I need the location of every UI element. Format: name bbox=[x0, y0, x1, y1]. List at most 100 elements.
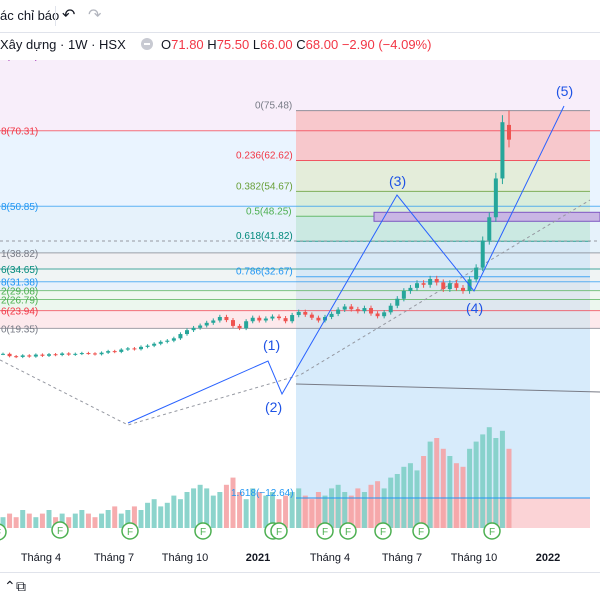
candle[interactable] bbox=[474, 264, 479, 283]
event-marker[interactable]: F bbox=[483, 522, 501, 540]
candle[interactable] bbox=[441, 279, 446, 292]
symbol-name[interactable]: Xây dựng · 1W · HSX bbox=[0, 37, 126, 52]
elliott-wave-path[interactable] bbox=[127, 105, 565, 424]
candle[interactable] bbox=[250, 315, 255, 324]
redo-icon[interactable]: ↷ bbox=[88, 7, 102, 24]
candle[interactable] bbox=[1, 352, 5, 356]
candle[interactable] bbox=[47, 352, 51, 357]
candle[interactable] bbox=[507, 110, 511, 148]
candle[interactable] bbox=[33, 353, 38, 358]
candle[interactable] bbox=[244, 319, 249, 331]
candle[interactable] bbox=[165, 339, 170, 344]
candle[interactable] bbox=[461, 284, 465, 294]
candle[interactable] bbox=[480, 236, 485, 272]
candle[interactable] bbox=[369, 305, 373, 316]
candle[interactable] bbox=[487, 212, 492, 245]
candle[interactable] bbox=[447, 280, 452, 292]
candle[interactable] bbox=[14, 354, 19, 359]
candle[interactable] bbox=[408, 284, 413, 294]
candle[interactable] bbox=[395, 296, 400, 309]
candle[interactable] bbox=[178, 332, 183, 340]
candle[interactable] bbox=[27, 354, 32, 358]
candle[interactable] bbox=[204, 320, 209, 328]
event-marker[interactable]: F bbox=[121, 522, 139, 540]
event-marker[interactable]: F bbox=[270, 522, 288, 540]
candle[interactable] bbox=[224, 314, 229, 323]
candle[interactable] bbox=[99, 351, 104, 356]
candle[interactable] bbox=[454, 280, 459, 291]
candle[interactable] bbox=[388, 303, 393, 315]
event-marker[interactable]: F bbox=[412, 522, 430, 540]
candle[interactable] bbox=[158, 340, 163, 346]
candle[interactable] bbox=[112, 349, 117, 354]
event-marker[interactable]: F bbox=[51, 521, 69, 539]
candle[interactable] bbox=[434, 275, 439, 286]
candle[interactable] bbox=[106, 349, 111, 354]
candle[interactable] bbox=[231, 317, 235, 328]
candle[interactable] bbox=[145, 344, 150, 349]
candle[interactable] bbox=[257, 315, 262, 323]
candle[interactable] bbox=[60, 352, 65, 357]
candle[interactable] bbox=[290, 312, 295, 324]
event-marker[interactable]: F bbox=[0, 523, 7, 541]
candle[interactable] bbox=[401, 288, 406, 302]
candle[interactable] bbox=[79, 351, 84, 356]
candle[interactable] bbox=[375, 311, 380, 319]
event-marker[interactable]: F bbox=[339, 522, 357, 540]
candle[interactable] bbox=[270, 314, 275, 321]
candle[interactable] bbox=[283, 316, 288, 324]
candle[interactable] bbox=[336, 307, 341, 317]
candle[interactable] bbox=[303, 309, 308, 317]
candle[interactable] bbox=[296, 309, 301, 318]
event-marker[interactable]: F bbox=[374, 522, 392, 540]
candle[interactable] bbox=[415, 280, 419, 291]
candle[interactable] bbox=[309, 312, 314, 320]
candle[interactable] bbox=[421, 280, 426, 288]
candle[interactable] bbox=[86, 351, 91, 355]
candle[interactable] bbox=[139, 345, 143, 351]
candle[interactable] bbox=[211, 318, 216, 325]
candle[interactable] bbox=[237, 323, 242, 331]
candle[interactable] bbox=[66, 352, 71, 356]
candle[interactable] bbox=[93, 352, 97, 356]
candle[interactable] bbox=[329, 311, 334, 320]
candle[interactable] bbox=[53, 352, 58, 357]
candle[interactable] bbox=[125, 347, 130, 351]
candle[interactable] bbox=[342, 304, 347, 312]
calendar-icon[interactable]: ⧉ bbox=[16, 578, 26, 594]
candle[interactable] bbox=[7, 352, 12, 358]
candle[interactable] bbox=[362, 305, 367, 314]
candle[interactable] bbox=[152, 342, 157, 348]
candle[interactable] bbox=[198, 323, 203, 330]
candle[interactable] bbox=[191, 325, 196, 333]
price-range-box[interactable] bbox=[373, 211, 600, 222]
volume-bar bbox=[197, 484, 203, 528]
candle[interactable] bbox=[493, 172, 498, 222]
candle[interactable] bbox=[263, 316, 268, 323]
candle[interactable] bbox=[349, 304, 354, 312]
candle[interactable] bbox=[73, 352, 78, 356]
candle[interactable] bbox=[277, 314, 281, 321]
event-marker[interactable]: F bbox=[316, 522, 334, 540]
candle[interactable] bbox=[428, 275, 433, 288]
candle[interactable] bbox=[40, 353, 45, 357]
candle[interactable] bbox=[132, 347, 137, 351]
candle[interactable] bbox=[20, 354, 25, 359]
candle[interactable] bbox=[382, 310, 387, 319]
candle[interactable] bbox=[217, 314, 222, 323]
undo-icon[interactable]: ↶ bbox=[62, 7, 76, 24]
indicators-button[interactable]: ác chỉ báo bbox=[0, 8, 60, 23]
candle-body bbox=[20, 355, 25, 357]
candle-body bbox=[86, 353, 91, 355]
candle[interactable] bbox=[119, 348, 124, 354]
candle[interactable] bbox=[500, 115, 505, 185]
candle[interactable] bbox=[171, 336, 176, 343]
volume-bar bbox=[342, 492, 348, 528]
collapse-icon[interactable] bbox=[141, 38, 154, 50]
chevron-up-icon[interactable]: ⌃ bbox=[4, 578, 16, 594]
candle[interactable] bbox=[316, 315, 321, 323]
candle[interactable] bbox=[355, 306, 360, 314]
price-chart[interactable]: (101.81)8(89.78)8(70.31)8(50.85)1(38.82)… bbox=[0, 60, 600, 572]
event-marker[interactable]: F bbox=[194, 522, 212, 540]
candle[interactable] bbox=[185, 328, 189, 336]
